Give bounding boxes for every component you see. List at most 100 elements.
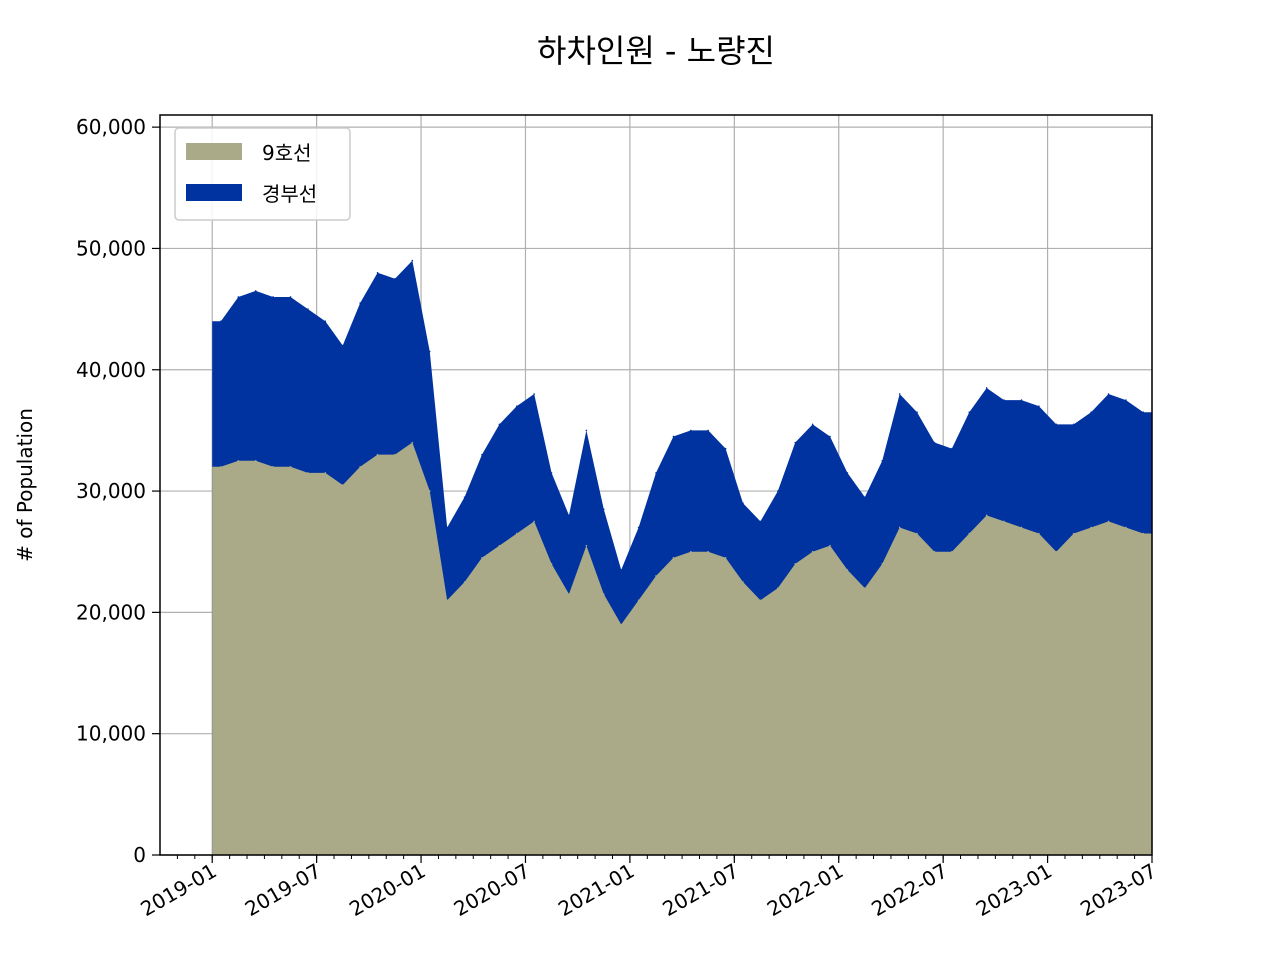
x-tick-label: 2021-01 <box>554 859 638 922</box>
point-gyeongbu <box>254 290 257 292</box>
point-gyeongbu <box>428 350 431 353</box>
point-gyeongbu <box>655 472 657 474</box>
point-gyeongbu <box>411 259 414 262</box>
point-gyeongbu <box>463 496 466 498</box>
point-9line <box>446 599 448 602</box>
point-9line <box>742 581 744 583</box>
point-9line <box>1125 526 1127 529</box>
point-gyeongbu <box>602 508 605 511</box>
point-gyeongbu <box>324 320 327 323</box>
point-9line <box>1038 532 1040 535</box>
point-9line <box>933 550 936 553</box>
legend: 9호선 경부선 <box>174 127 351 221</box>
point-gyeongbu <box>1125 399 1127 401</box>
point-gyeongbu <box>951 447 953 450</box>
y-tick-label: 40,000 <box>76 358 146 382</box>
point-9line <box>1107 520 1110 523</box>
x-axis: 2019-01 2019-07 2020-01 2020-07 2021-01 2021-… <box>136 855 1161 922</box>
y-tick-label: 50,000 <box>76 236 146 260</box>
legend-label-9line: 9호선 <box>262 141 312 165</box>
x-tick-label: 2023-07 <box>1076 859 1160 922</box>
point-gyeongbu <box>933 441 936 444</box>
y-tick-label: 30,000 <box>76 479 146 503</box>
point-gyeongbu <box>811 423 814 426</box>
point-9line <box>568 593 570 595</box>
point-gyeongbu <box>794 441 797 444</box>
point-gyeongbu <box>394 277 396 280</box>
y-tick-label: 10,000 <box>76 722 146 746</box>
point-9line <box>620 623 622 626</box>
point-9line <box>428 490 431 492</box>
point-gyeongbu <box>1090 411 1092 414</box>
point-gyeongbu <box>1107 393 1110 395</box>
legend-swatch-gyeongbu <box>186 184 242 201</box>
point-9line <box>585 544 588 547</box>
chart-title: 하차인원 - 노량진 <box>537 32 775 70</box>
point-9line <box>794 563 797 565</box>
point-9line <box>655 575 657 577</box>
point-gyeongbu <box>707 429 710 432</box>
point-9line <box>602 593 605 595</box>
series-areas <box>212 259 1153 856</box>
point-9line <box>1072 532 1075 535</box>
point-9line <box>881 563 884 565</box>
point-gyeongbu <box>672 435 675 438</box>
y-tick-label: 20,000 <box>76 600 146 624</box>
point-gyeongbu <box>724 447 727 450</box>
x-tick-label: 2023-01 <box>972 859 1056 922</box>
point-9line <box>341 484 344 486</box>
point-gyeongbu <box>1055 423 1058 426</box>
point-gyeongbu <box>759 520 762 523</box>
point-9line <box>968 532 971 535</box>
point-9line <box>550 563 553 565</box>
point-gyeongbu <box>916 411 918 414</box>
point-9line <box>846 569 849 571</box>
point-9line <box>1090 526 1092 529</box>
area-9line <box>212 442 1153 855</box>
point-9line <box>672 556 675 559</box>
point-9line <box>498 544 501 547</box>
legend-swatch-9line <box>186 143 242 160</box>
point-gyeongbu <box>237 296 240 298</box>
point-9line <box>254 459 257 462</box>
point-9line <box>1003 520 1005 523</box>
x-tick-label: 2019-01 <box>136 859 220 922</box>
point-gyeongbu <box>568 514 570 517</box>
point-9line <box>481 556 483 559</box>
point-gyeongbu <box>881 459 884 462</box>
point-9line <box>916 532 918 535</box>
y-axis: 0 10,000 20,000 30,000 40,000 50,000 60,000 <box>76 115 160 867</box>
point-gyeongbu <box>968 411 971 414</box>
point-gyeongbu <box>898 393 901 395</box>
point-9line <box>289 466 292 468</box>
point-gyeongbu <box>307 308 309 310</box>
y-axis-label: # of Population <box>13 408 37 562</box>
point-9line <box>951 550 953 553</box>
point-gyeongbu <box>533 393 535 395</box>
point-9line <box>220 466 222 468</box>
point-gyeongbu <box>341 344 344 347</box>
point-9line <box>533 520 535 523</box>
point-gyeongbu <box>985 387 988 389</box>
point-gyeongbu <box>1020 399 1023 401</box>
point-9line <box>376 453 379 456</box>
point-gyeongbu <box>777 490 779 492</box>
point-9line <box>811 550 814 553</box>
point-gyeongbu <box>864 496 866 498</box>
x-tick-label: 2022-01 <box>763 859 847 922</box>
point-9line <box>1055 550 1058 553</box>
point-gyeongbu <box>1003 399 1005 401</box>
point-gyeongbu <box>1072 423 1075 426</box>
point-9line <box>864 587 866 589</box>
x-tick-label: 2019-07 <box>241 859 325 922</box>
point-gyeongbu <box>289 296 292 298</box>
x-tick-label: 2021-07 <box>658 859 742 922</box>
legend-label-gyeongbu: 경부선 <box>262 182 317 206</box>
point-gyeongbu <box>446 526 448 529</box>
point-9line <box>237 459 240 462</box>
plot-frame <box>159 114 1153 856</box>
point-9line <box>759 599 762 602</box>
x-tick-label: 2022-07 <box>867 859 951 922</box>
point-gyeongbu <box>620 569 622 571</box>
